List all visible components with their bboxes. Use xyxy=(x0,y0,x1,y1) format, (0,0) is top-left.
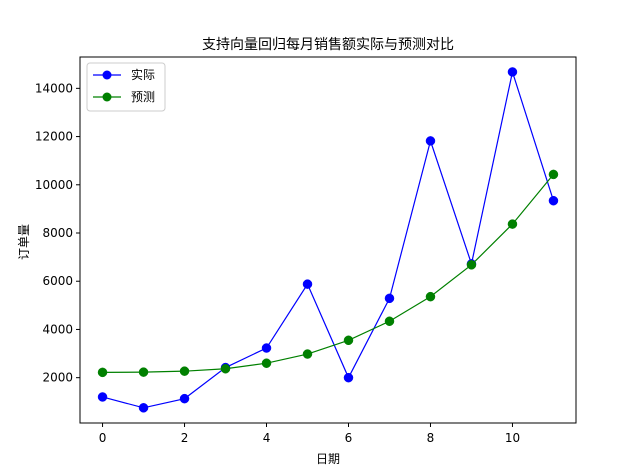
data-point-predicted xyxy=(548,169,559,180)
x-tick-label: 6 xyxy=(345,431,353,445)
x-tick-label: 8 xyxy=(427,431,435,445)
data-point-predicted xyxy=(507,219,518,229)
data-point-predicted xyxy=(179,366,190,376)
data-point-predicted xyxy=(425,291,436,302)
chart-title: 支持向量回归每月销售额实际与预测对比 xyxy=(202,36,454,53)
data-point-actual xyxy=(384,293,395,304)
plot-area: 0 2 4 6 8 10 2000 4000 6000 8000 10000 12000 14000 实际… xyxy=(35,56,577,445)
y-tick-label: 4000 xyxy=(42,322,73,336)
data-point-predicted xyxy=(466,260,477,270)
x-tick-label: 2 xyxy=(181,431,189,445)
data-point-actual xyxy=(179,393,190,404)
data-point-actual xyxy=(261,343,272,353)
data-point-actual xyxy=(548,195,559,206)
plot-frame xyxy=(79,56,577,424)
legend-label-predicted: 预测 xyxy=(131,90,155,104)
data-point-actual xyxy=(302,279,313,289)
data-point-predicted xyxy=(384,316,395,327)
y-tick-label: 12000 xyxy=(35,130,73,144)
x-tick-label: 4 xyxy=(263,431,271,445)
data-point-actual xyxy=(343,372,354,383)
data-point-predicted xyxy=(97,367,108,378)
data-point-predicted xyxy=(220,364,231,374)
y-tick-label: 10000 xyxy=(35,178,73,192)
data-point-actual xyxy=(425,136,436,146)
legend-label-actual: 实际 xyxy=(131,67,155,82)
x-axis-label: 日期 xyxy=(316,452,340,466)
series-line-actual xyxy=(102,69,555,409)
data-point-actual xyxy=(97,392,108,402)
data-point-actual xyxy=(507,67,518,77)
y-tick-label: 8000 xyxy=(42,226,73,240)
x-tick-label: 10 xyxy=(505,431,520,445)
x-tick-label: 0 xyxy=(99,431,107,445)
y-tick-label: 2000 xyxy=(42,371,73,385)
series-line-predicted xyxy=(102,174,554,373)
legend-marker-actual xyxy=(102,70,112,80)
data-point-predicted xyxy=(261,358,272,368)
data-point-actual xyxy=(138,403,149,413)
data-point-predicted xyxy=(343,335,354,346)
data-point-predicted xyxy=(302,349,313,359)
data-point-predicted xyxy=(138,367,149,377)
y-axis-label: 订单量 xyxy=(17,224,31,260)
y-tick-label: 6000 xyxy=(42,274,73,288)
y-tick-label: 14000 xyxy=(35,81,73,95)
legend-marker-predicted xyxy=(102,92,112,102)
